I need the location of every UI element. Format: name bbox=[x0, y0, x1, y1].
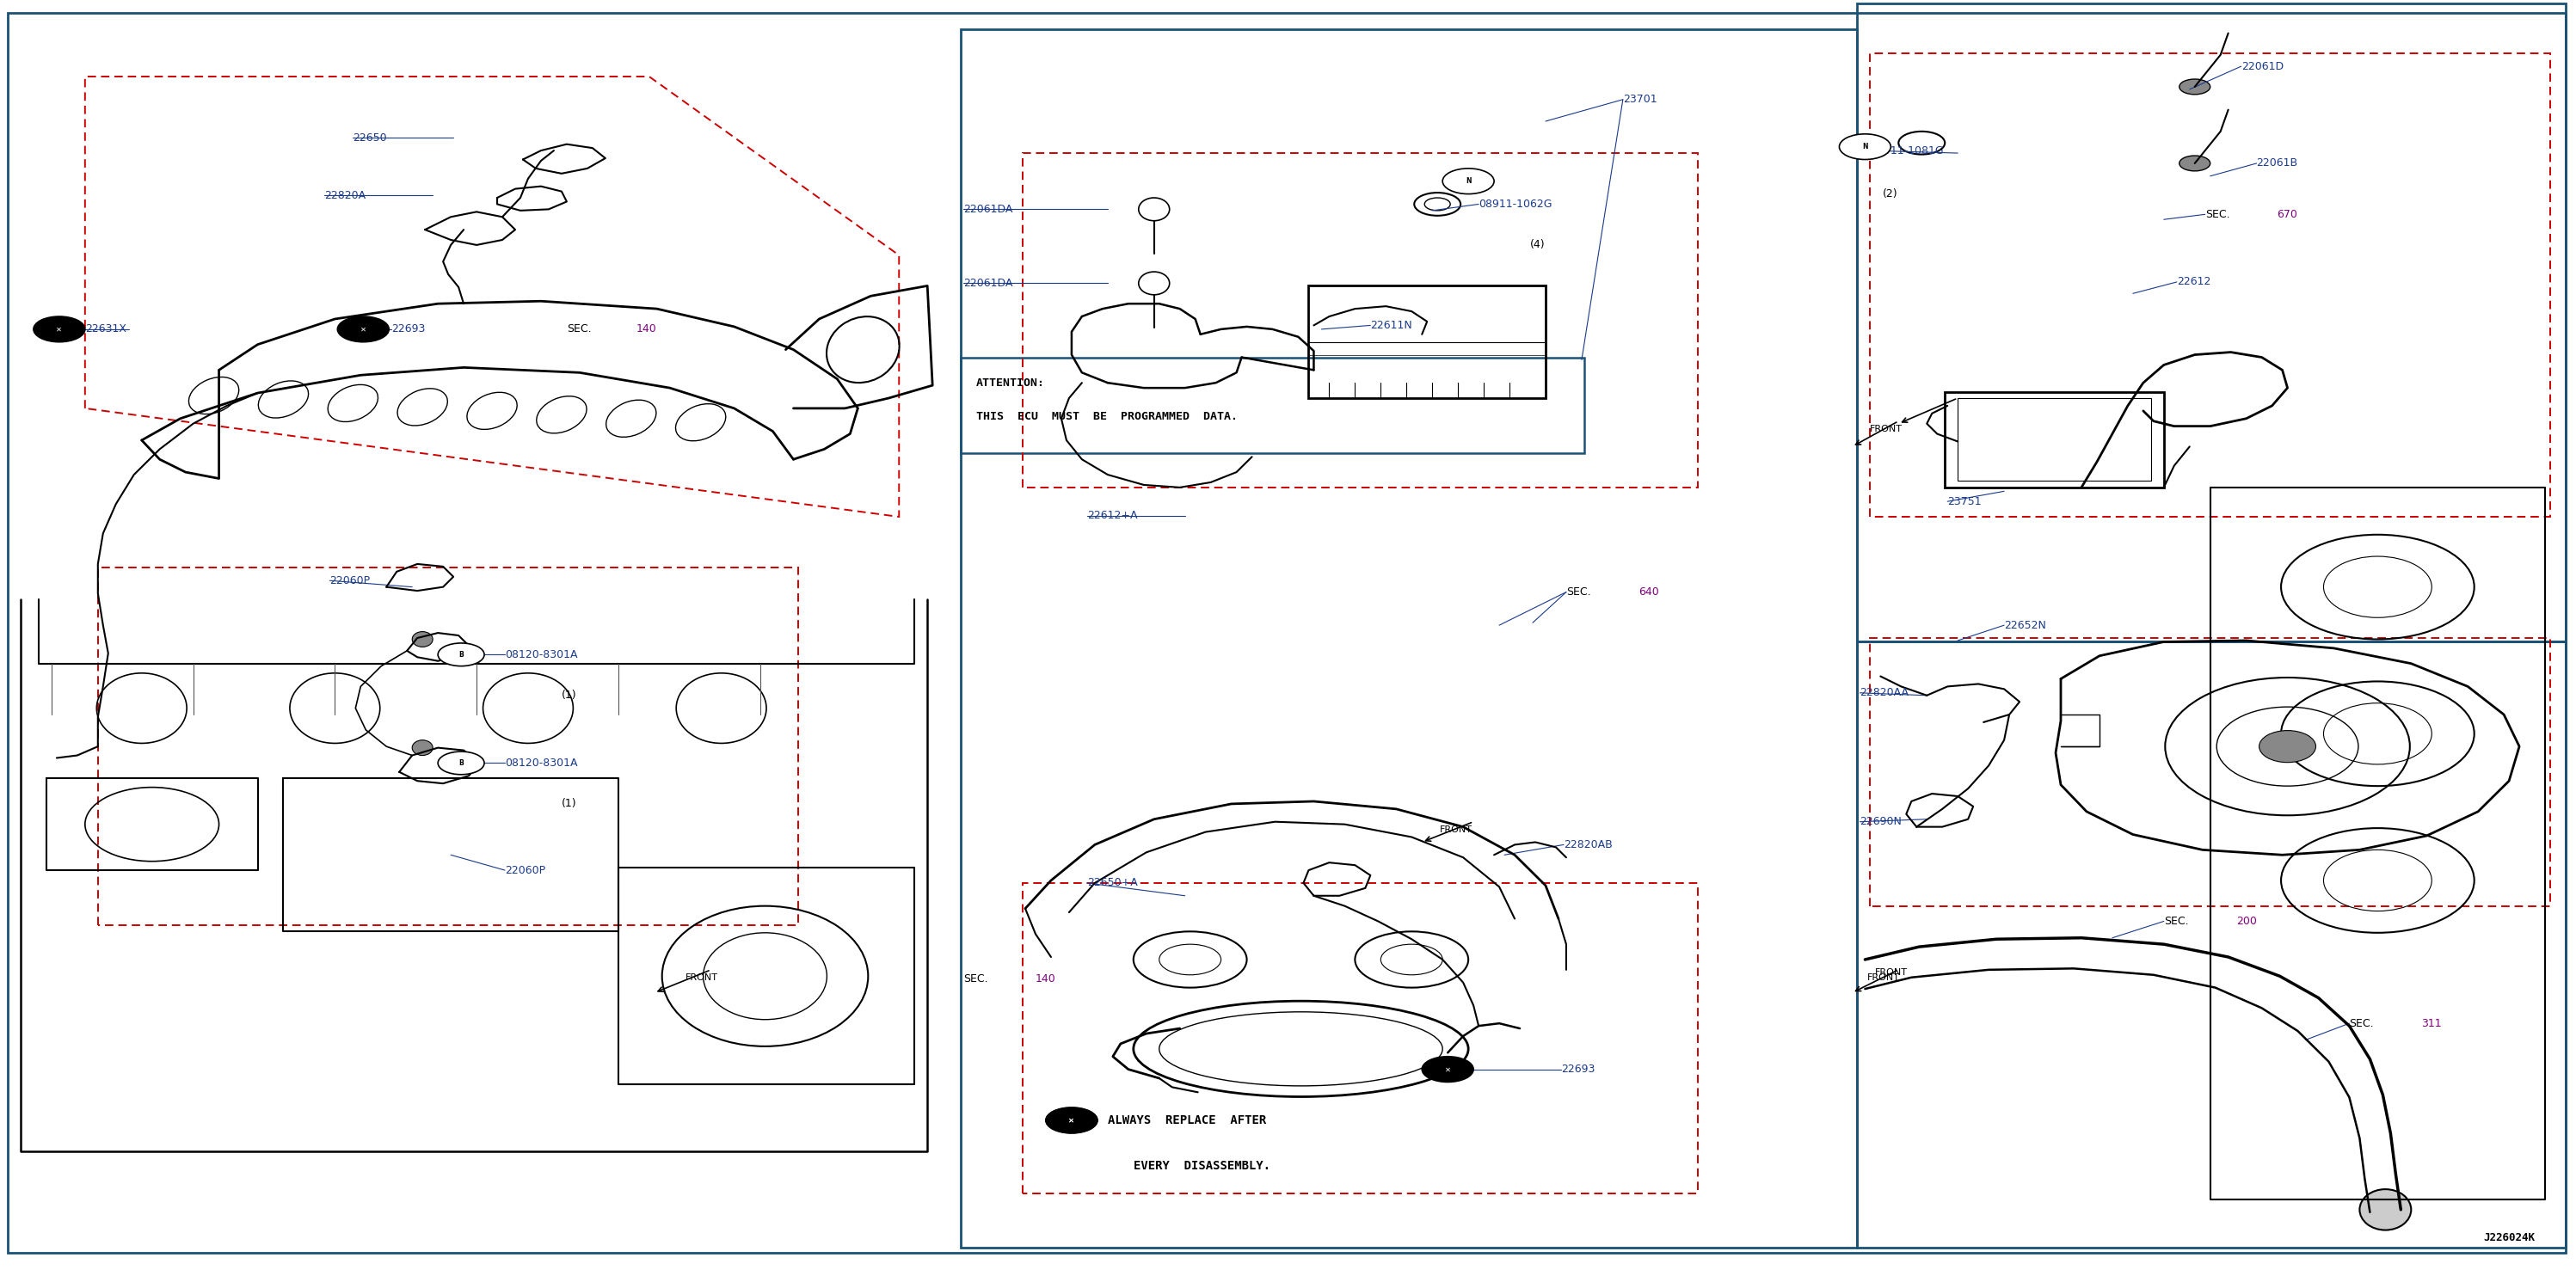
Ellipse shape bbox=[2259, 730, 2316, 763]
Circle shape bbox=[33, 316, 85, 342]
Text: (1): (1) bbox=[562, 799, 577, 809]
Text: SEC.: SEC. bbox=[963, 974, 989, 984]
Text: 08911-1081G: 08911-1081G bbox=[1870, 145, 1945, 156]
Text: 22820AA: 22820AA bbox=[1860, 688, 1909, 698]
Bar bbox=[961, 357, 1584, 453]
Text: 311: 311 bbox=[2421, 1018, 2442, 1028]
Text: 670: 670 bbox=[2277, 209, 2298, 219]
Text: FRONT: FRONT bbox=[1440, 826, 1473, 833]
Circle shape bbox=[438, 643, 484, 666]
Text: SEC.: SEC. bbox=[2164, 916, 2190, 926]
Text: 22693: 22693 bbox=[1561, 1064, 1595, 1074]
Text: ATTENTION:: ATTENTION: bbox=[976, 378, 1046, 389]
Text: 08120-8301A: 08120-8301A bbox=[505, 649, 577, 660]
Text: 23751: 23751 bbox=[1947, 496, 1981, 507]
Ellipse shape bbox=[2179, 79, 2210, 94]
Text: 22061DA: 22061DA bbox=[963, 278, 1012, 288]
Text: (4): (4) bbox=[1530, 240, 1546, 250]
Ellipse shape bbox=[2360, 1189, 2411, 1230]
Bar bbox=[1958, 398, 2151, 481]
Text: 22611N: 22611N bbox=[1370, 320, 1412, 330]
Text: 22820AB: 22820AB bbox=[1564, 840, 1613, 850]
Text: SEC.: SEC. bbox=[1566, 587, 1592, 597]
Text: (1): (1) bbox=[562, 690, 577, 701]
Text: 22650+A: 22650+A bbox=[1087, 878, 1139, 888]
Text: 08120-8301A: 08120-8301A bbox=[505, 758, 577, 768]
Text: ✕: ✕ bbox=[57, 325, 62, 333]
Text: 200: 200 bbox=[2236, 916, 2257, 926]
Text: 22060P: 22060P bbox=[505, 865, 546, 875]
Text: 140: 140 bbox=[636, 324, 657, 334]
Text: THIS  ECU  MUST  BE  PROGRAMMED  DATA.: THIS ECU MUST BE PROGRAMMED DATA. bbox=[976, 411, 1239, 422]
Text: 640: 640 bbox=[1638, 587, 1659, 597]
Text: N: N bbox=[1466, 177, 1471, 185]
Text: 22631X: 22631X bbox=[85, 324, 126, 334]
Text: ✕: ✕ bbox=[1069, 1116, 1074, 1124]
Ellipse shape bbox=[412, 740, 433, 755]
Text: ALWAYS  REPLACE  AFTER: ALWAYS REPLACE AFTER bbox=[1108, 1114, 1267, 1127]
Text: 22650: 22650 bbox=[353, 133, 386, 143]
Bar bbox=[1945, 392, 2164, 487]
Text: 23701: 23701 bbox=[1623, 94, 1656, 105]
Bar bbox=[961, 29, 1857, 1248]
Text: 22061D: 22061D bbox=[2241, 61, 2282, 71]
Text: 22652N: 22652N bbox=[2004, 620, 2045, 630]
Circle shape bbox=[1046, 1108, 1097, 1133]
Text: 22060P: 22060P bbox=[330, 575, 371, 586]
Text: 22690N: 22690N bbox=[1860, 817, 1901, 827]
Text: FRONT: FRONT bbox=[1868, 974, 1901, 981]
Text: ✕: ✕ bbox=[361, 325, 366, 333]
Text: 22612+A: 22612+A bbox=[1087, 510, 1139, 521]
Ellipse shape bbox=[2179, 156, 2210, 171]
Text: ✕: ✕ bbox=[1069, 1116, 1074, 1124]
Circle shape bbox=[1422, 1057, 1473, 1082]
Text: ✕: ✕ bbox=[1445, 1065, 1450, 1073]
Text: 22612: 22612 bbox=[2177, 277, 2210, 287]
Circle shape bbox=[337, 316, 389, 342]
Text: B: B bbox=[459, 759, 464, 767]
Text: FRONT: FRONT bbox=[1870, 425, 1904, 433]
Text: EVERY  DISASSEMBLY.: EVERY DISASSEMBLY. bbox=[1133, 1160, 1270, 1173]
Text: B: B bbox=[459, 651, 464, 658]
Circle shape bbox=[1443, 168, 1494, 194]
Text: SEC.: SEC. bbox=[2349, 1018, 2375, 1028]
Bar bbox=[1857, 642, 2566, 1248]
Text: 22820A: 22820A bbox=[325, 190, 366, 200]
Text: J226024K: J226024K bbox=[2483, 1233, 2535, 1243]
Text: 22693: 22693 bbox=[392, 324, 425, 334]
Text: 08911-1062G: 08911-1062G bbox=[1479, 199, 1553, 209]
Text: FRONT: FRONT bbox=[1875, 968, 1909, 976]
Text: 22061DA: 22061DA bbox=[963, 204, 1012, 214]
Bar bbox=[1309, 286, 1546, 398]
Text: 22061B: 22061B bbox=[2257, 158, 2298, 168]
Circle shape bbox=[438, 752, 484, 775]
Text: SEC.: SEC. bbox=[2205, 209, 2231, 219]
Bar bbox=[1857, 4, 2566, 642]
Text: N: N bbox=[1862, 143, 1868, 151]
Text: (2): (2) bbox=[1883, 189, 1899, 199]
Circle shape bbox=[1839, 134, 1891, 160]
Text: 140: 140 bbox=[1036, 974, 1056, 984]
Text: FRONT: FRONT bbox=[685, 974, 719, 981]
Circle shape bbox=[1046, 1108, 1097, 1133]
Ellipse shape bbox=[412, 632, 433, 647]
Text: SEC.: SEC. bbox=[567, 324, 592, 334]
